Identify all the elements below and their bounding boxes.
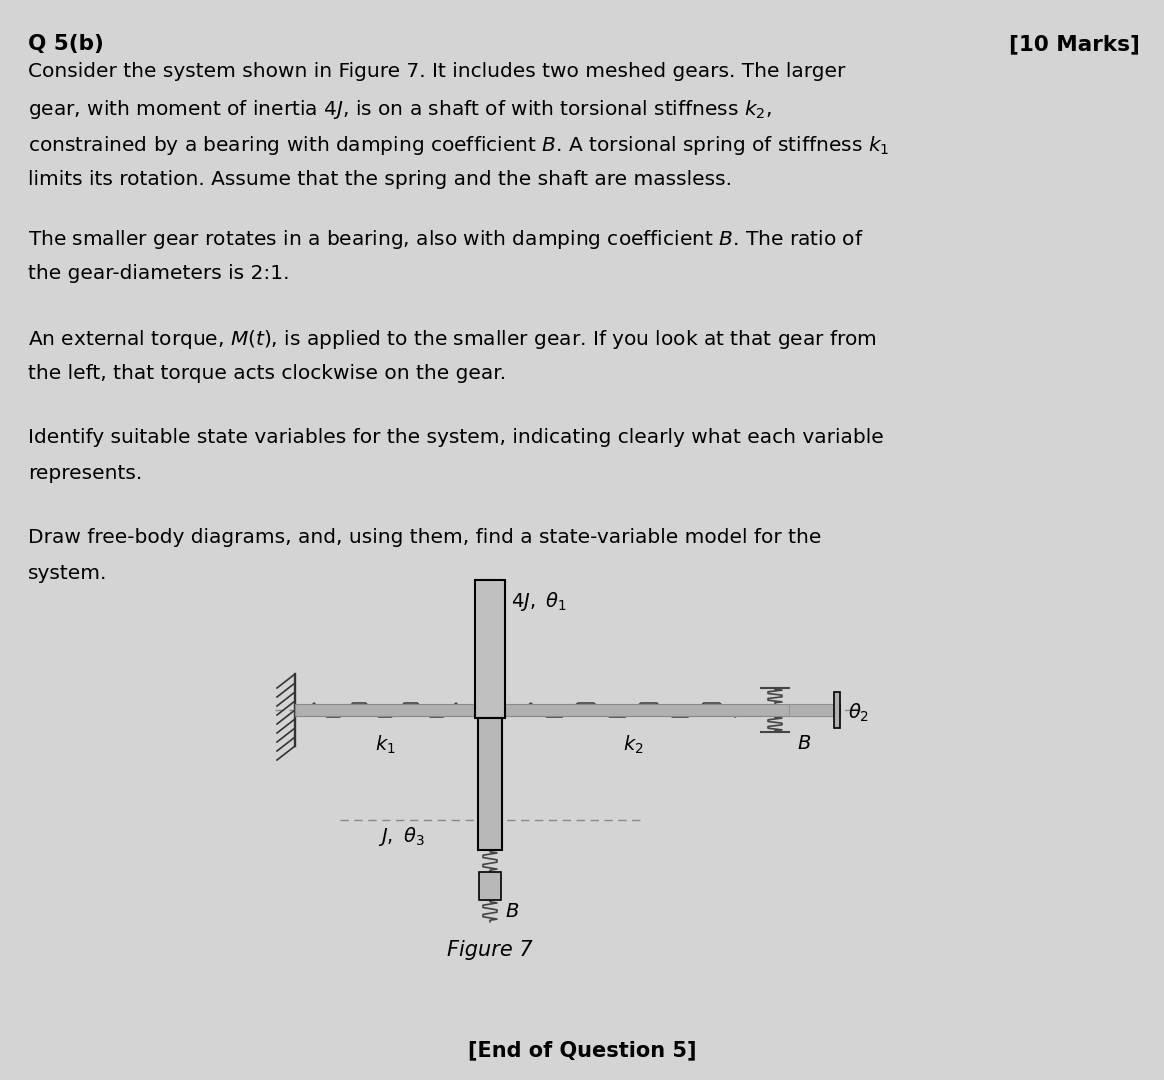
Text: the gear-diameters is 2:1.: the gear-diameters is 2:1.	[28, 264, 290, 283]
Text: The smaller gear rotates in a bearing, also with damping coefficient $B$. The ra: The smaller gear rotates in a bearing, a…	[28, 228, 864, 251]
Text: $k_1$: $k_1$	[375, 734, 396, 756]
Text: $k_2$: $k_2$	[623, 734, 644, 756]
Bar	[294, 704, 840, 716]
Text: system.: system.	[28, 564, 107, 583]
Text: Consider the system shown in Figure 7. It includes two meshed gears. The larger: Consider the system shown in Figure 7. I…	[28, 62, 845, 81]
Text: An external torque, $M$$(t)$, is applied to the smaller gear. If you look at tha: An external torque, $M$$(t)$, is applied…	[28, 328, 876, 351]
Text: limits its rotation. Assume that the spring and the shaft are massless.: limits its rotation. Assume that the spr…	[28, 170, 732, 189]
Text: constrained by a bearing with damping coefficient $B$. A torsional spring of sti: constrained by a bearing with damping co…	[28, 134, 889, 157]
FancyBboxPatch shape	[478, 718, 502, 850]
Bar	[833, 692, 840, 728]
Text: [End of Question 5]: [End of Question 5]	[468, 1040, 696, 1059]
Text: $B$: $B$	[797, 734, 811, 753]
Text: $\theta_2$: $\theta_2$	[849, 702, 870, 725]
Text: represents.: represents.	[28, 464, 142, 483]
FancyBboxPatch shape	[475, 580, 505, 718]
Bar	[789, 704, 833, 716]
Text: $4J,\ \theta_1$: $4J,\ \theta_1$	[511, 590, 567, 613]
Text: [10 Marks]: [10 Marks]	[1009, 33, 1140, 54]
Text: $B$: $B$	[505, 902, 519, 921]
Text: Draw free-body diagrams, and, using them, find a state-variable model for the: Draw free-body diagrams, and, using them…	[28, 528, 822, 546]
Text: the left, that torque acts clockwise on the gear.: the left, that torque acts clockwise on …	[28, 364, 506, 383]
Text: gear, with moment of inertia 4$J$, is on a shaft of with torsional stiffness $k_: gear, with moment of inertia 4$J$, is on…	[28, 98, 772, 121]
Text: Q 5(b): Q 5(b)	[28, 33, 104, 54]
Text: Identify suitable state variables for the system, indicating clearly what each v: Identify suitable state variables for th…	[28, 428, 883, 447]
Text: $J,\ \theta_3$: $J,\ \theta_3$	[378, 825, 425, 848]
Bar	[480, 872, 501, 900]
Text: Figure 7: Figure 7	[447, 940, 533, 960]
